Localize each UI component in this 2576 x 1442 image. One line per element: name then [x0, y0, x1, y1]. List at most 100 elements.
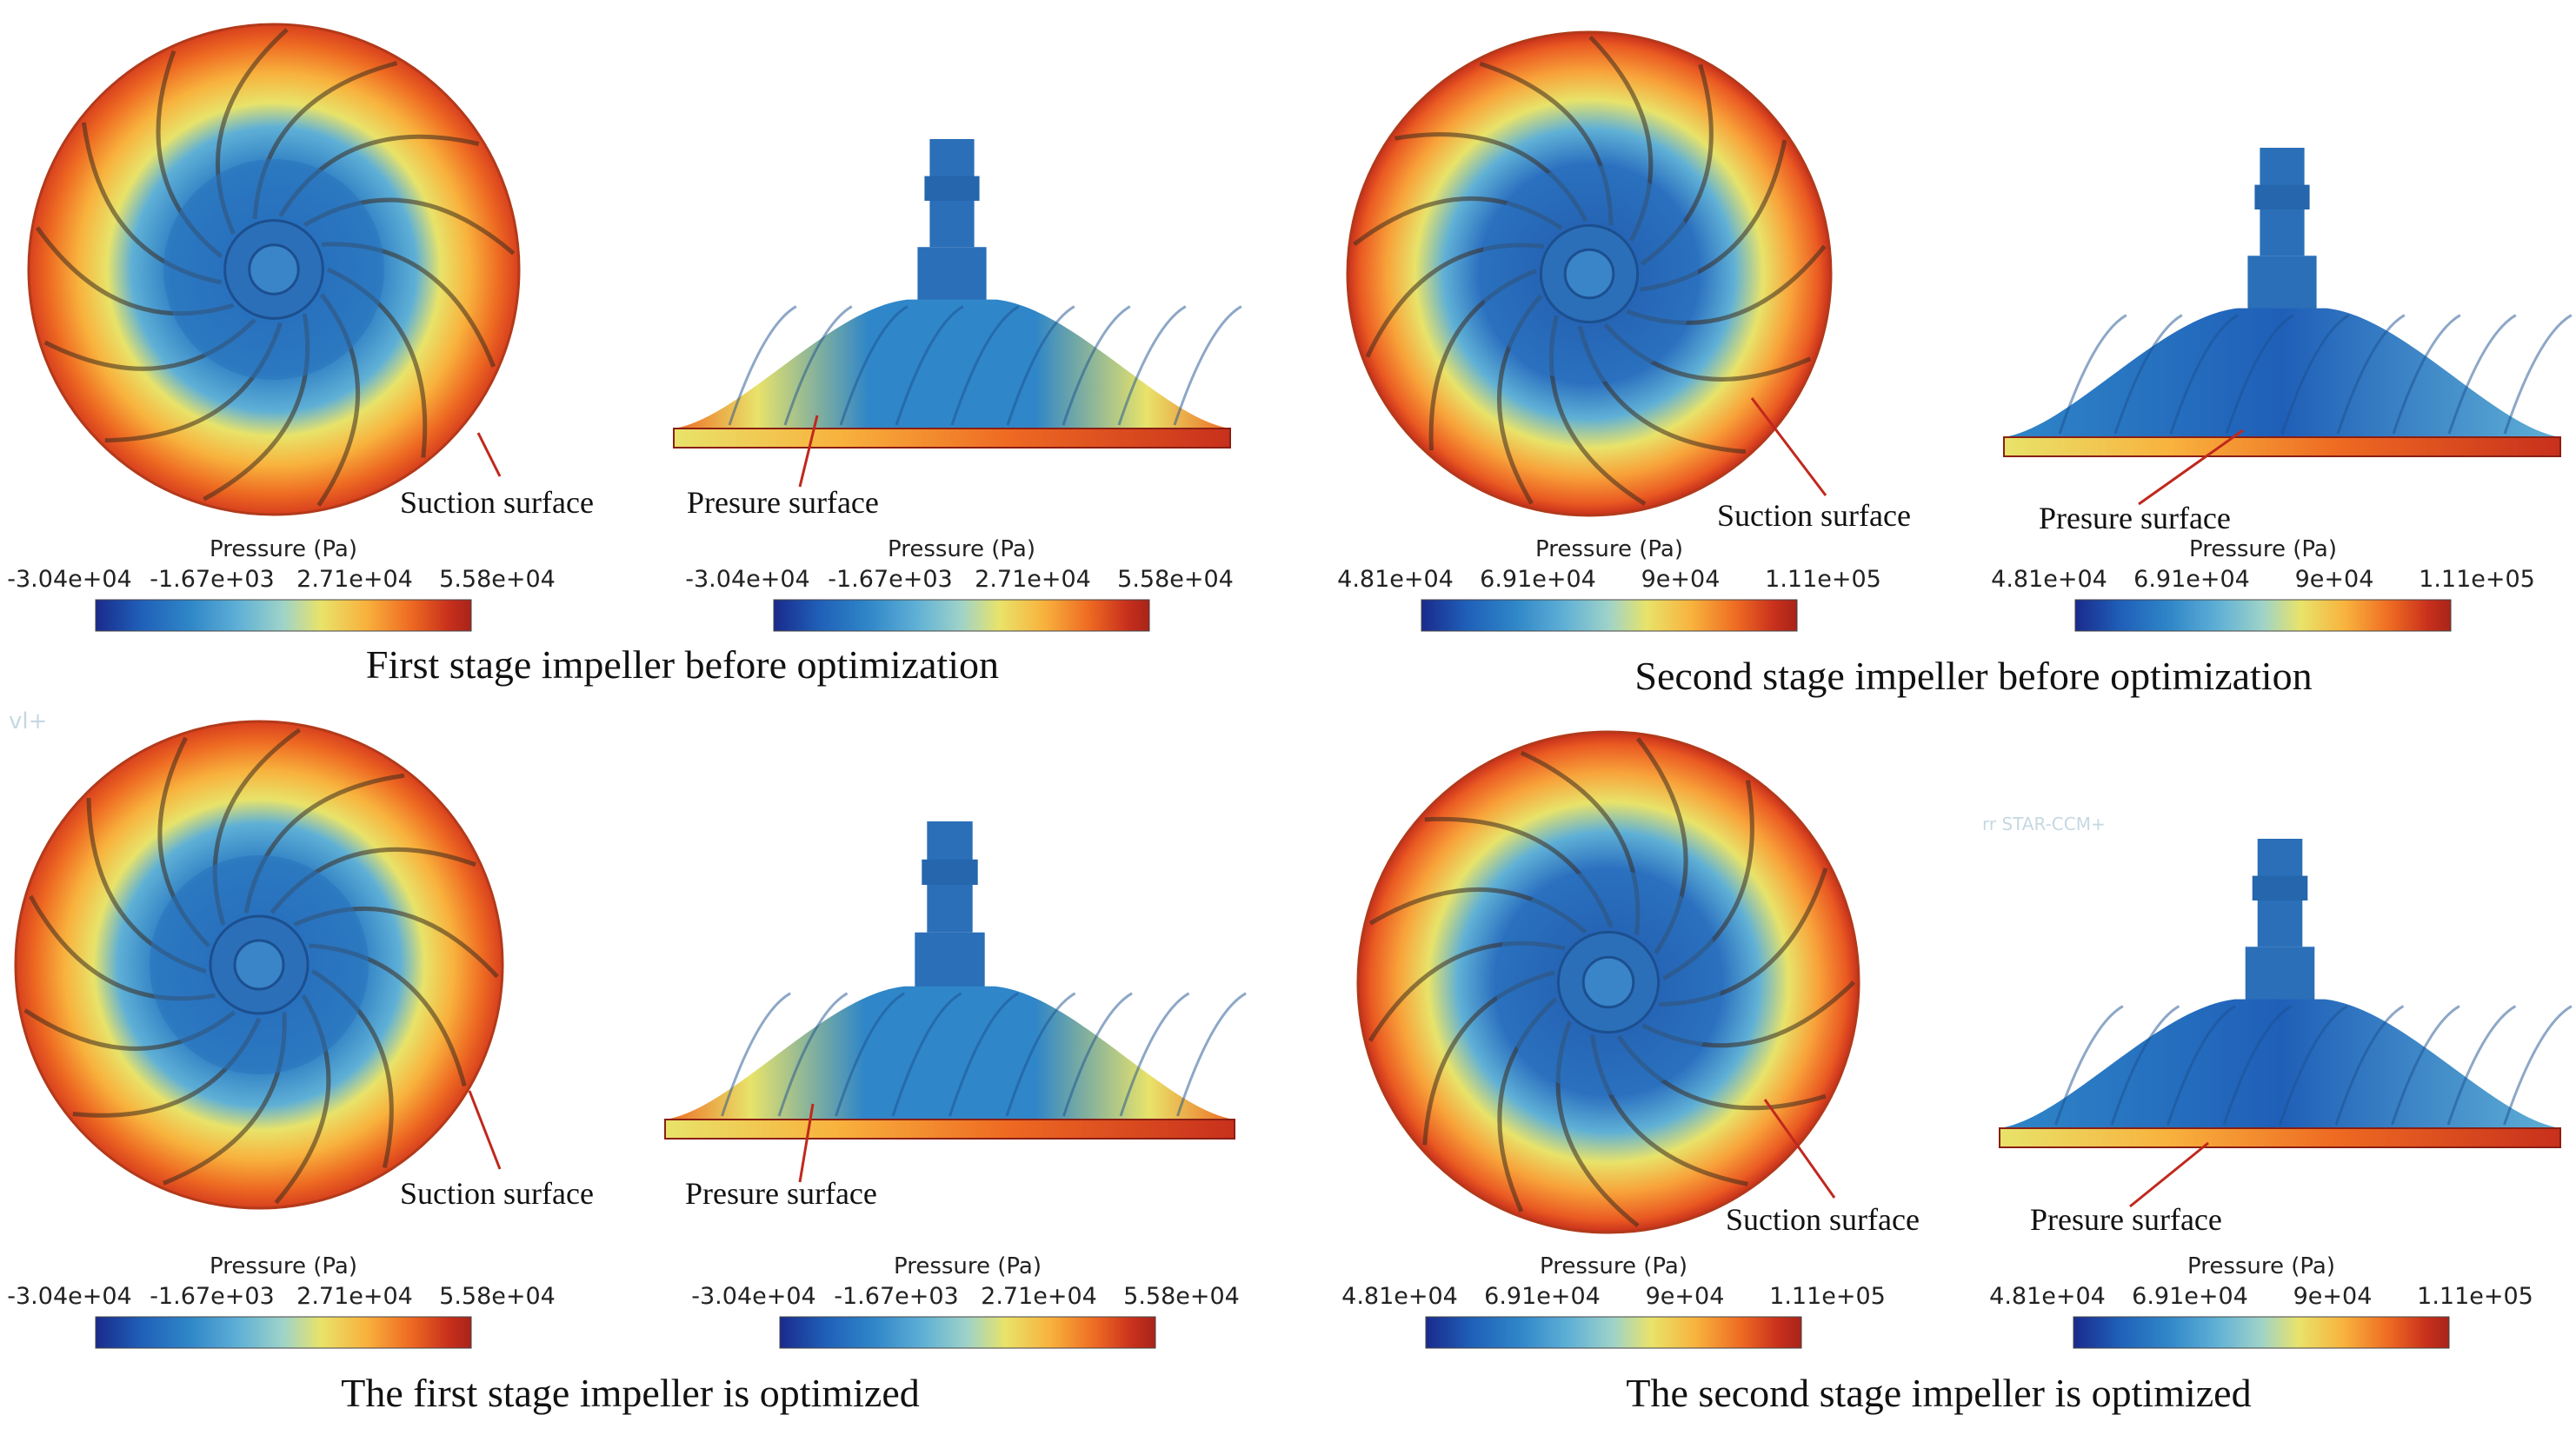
blade-streak: [2446, 1005, 2517, 1126]
annotation-label: Suction surface: [400, 1176, 594, 1211]
colorbar-tick-label: 4.81e+04: [1341, 1283, 1458, 1310]
blade-body: [674, 299, 1230, 429]
blade-streak: [783, 305, 853, 426]
blade-streak: [2336, 314, 2406, 435]
colorbar-tick-label: 6.91e+04: [2133, 566, 2250, 593]
colorbar-tick-label: 5.58e+04: [439, 566, 556, 593]
colorbar-tick-label: -3.04e+04: [691, 1283, 815, 1310]
impeller-top-view: [27, 23, 521, 516]
blade-streak: [1005, 992, 1076, 1117]
annotation-label: Presure surface: [2030, 1202, 2222, 1237]
colorbar-tick-label: 1.11e+05: [2419, 566, 2535, 593]
annotation-label: Suction surface: [1726, 1202, 1920, 1237]
colorbar-tick-label: 6.91e+04: [1480, 566, 1596, 593]
colorbar-tick-label: 1.11e+05: [1769, 1283, 1886, 1310]
impeller-side-view: [673, 139, 1242, 449]
colorbar-tick-label: -1.67e+03: [834, 1283, 958, 1310]
blade-streak: [1006, 305, 1075, 426]
panel-1: Suction surface Presure surface Pressure (…: [7, 23, 1242, 687]
colorbar-tick-label: -1.67e+03: [150, 566, 274, 593]
annotation-leader: [2129, 1141, 2209, 1208]
colorbar-gradient: [1425, 1316, 1802, 1349]
watermark-right: rr STAR-CCM+: [1982, 814, 2106, 834]
blade-streak: [777, 992, 849, 1117]
colorbar-tick-label: 2.71e+04: [296, 566, 413, 593]
panel-4: Suction surface Presure surface Pressure (…: [1341, 730, 2573, 1415]
panel-caption: First stage impeller before optimization: [366, 642, 999, 687]
shaft-collar: [924, 176, 980, 201]
annotation-leader: [468, 1090, 502, 1170]
base-plate: [2003, 436, 2561, 457]
blade-streak: [728, 305, 797, 426]
shaft-collar: [2252, 875, 2308, 900]
colorbar-tick-label: 9e+04: [1646, 1283, 1725, 1310]
blade-streak: [1117, 305, 1187, 426]
colorbar-gradient: [2073, 1316, 2450, 1349]
colorbar-gradient: [1421, 599, 1798, 632]
impeller-top-view: [1346, 30, 1833, 517]
blade-streak: [835, 992, 905, 1117]
blade-body: [2000, 999, 2560, 1128]
impeller-side-view: [664, 821, 1247, 1140]
colorbar-title: Pressure (Pa): [894, 1253, 1042, 1279]
annotation-label: Presure surface: [2039, 501, 2231, 535]
shaft-collar: [2254, 184, 2310, 209]
blade-streak: [2334, 1005, 2405, 1126]
colorbar-title: Pressure (Pa): [2189, 536, 2337, 562]
colorbar-tick-label: 1.11e+05: [2417, 1283, 2533, 1310]
colorbar-tick-label: 5.58e+04: [1123, 1283, 1240, 1310]
blade-streak: [895, 305, 964, 426]
colorbar-title: Pressure (Pa): [1535, 536, 1683, 562]
pressure-colorbar: Pressure (Pa) 4.81e+04 6.91e+04 9e+04 1.11e+…: [1989, 1253, 2533, 1349]
colorbar-tick-label: -1.67e+03: [828, 566, 952, 593]
colorbar-tick-label: -3.04e+04: [685, 566, 809, 593]
blade-streak: [2280, 314, 2350, 435]
colorbar-tick-label: 5.58e+04: [1117, 566, 1234, 593]
impeller-side-view: [2003, 148, 2573, 457]
colorbar-title: Pressure (Pa): [888, 536, 1035, 562]
pressure-colorbar: Pressure (Pa) -3.04e+04 -1.67e+03 2.71e+04 5…: [691, 1253, 1240, 1349]
blade-streak: [2110, 1005, 2180, 1126]
base-plate: [673, 428, 1231, 449]
colorbar-tick-label: 2.71e+04: [296, 1283, 413, 1310]
colorbar-tick-label: 4.81e+04: [1991, 566, 2107, 593]
annotation-label: Presure surface: [685, 1176, 877, 1211]
annotation-leader: [476, 432, 502, 477]
colorbar-tick-label: 6.91e+04: [1484, 1283, 1601, 1310]
colorbar-tick-label: 6.91e+04: [2132, 1283, 2248, 1310]
pressure-colorbar: Pressure (Pa) 4.81e+04 6.91e+04 9e+04 1.11e+…: [1337, 536, 1881, 632]
blade-streak: [1062, 992, 1133, 1117]
colorbar-tick-label: 9e+04: [1641, 566, 1721, 593]
blade-streak: [2503, 1005, 2573, 1126]
hub-center: [1563, 248, 1615, 300]
blade-streak: [891, 992, 962, 1117]
colorbar-title: Pressure (Pa): [210, 1253, 357, 1279]
blade-streak: [1176, 992, 1247, 1117]
shaft-collar: [922, 859, 978, 885]
pressure-colorbar: Pressure (Pa) 4.81e+04 6.91e+04 9e+04 1.11e+…: [1341, 1253, 1886, 1349]
panel-caption: Second stage impeller before optimizatio…: [1634, 654, 2312, 698]
colorbar-tick-label: -3.04e+04: [7, 566, 131, 593]
blade-streak: [2225, 314, 2294, 435]
annotation-label: Presure surface: [687, 485, 879, 520]
blade-body: [2004, 308, 2560, 437]
blade-streak: [2503, 314, 2573, 435]
blade-streak: [721, 992, 791, 1117]
blade-streak: [1119, 992, 1190, 1117]
blade-streak: [2447, 314, 2517, 435]
blade-streak: [2391, 1005, 2460, 1126]
blade-streak: [2392, 314, 2461, 435]
annotation-leader: [2138, 429, 2244, 506]
impeller-top-view: [1356, 730, 1860, 1234]
colorbar-tick-label: 2.71e+04: [975, 566, 1091, 593]
annotation-label: Suction surface: [1717, 498, 1911, 533]
hub-center: [233, 939, 285, 991]
panel-caption: The second stage impeller is optimized: [1626, 1371, 2251, 1415]
watermark-left: vl+: [9, 708, 47, 734]
colorbar-gradient: [779, 1316, 1156, 1349]
colorbar-tick-label: 9e+04: [2293, 1283, 2373, 1310]
panel-caption: The first stage impeller is optimized: [341, 1371, 920, 1415]
blade-streak: [2279, 1005, 2348, 1126]
blade-streak: [1173, 305, 1242, 426]
